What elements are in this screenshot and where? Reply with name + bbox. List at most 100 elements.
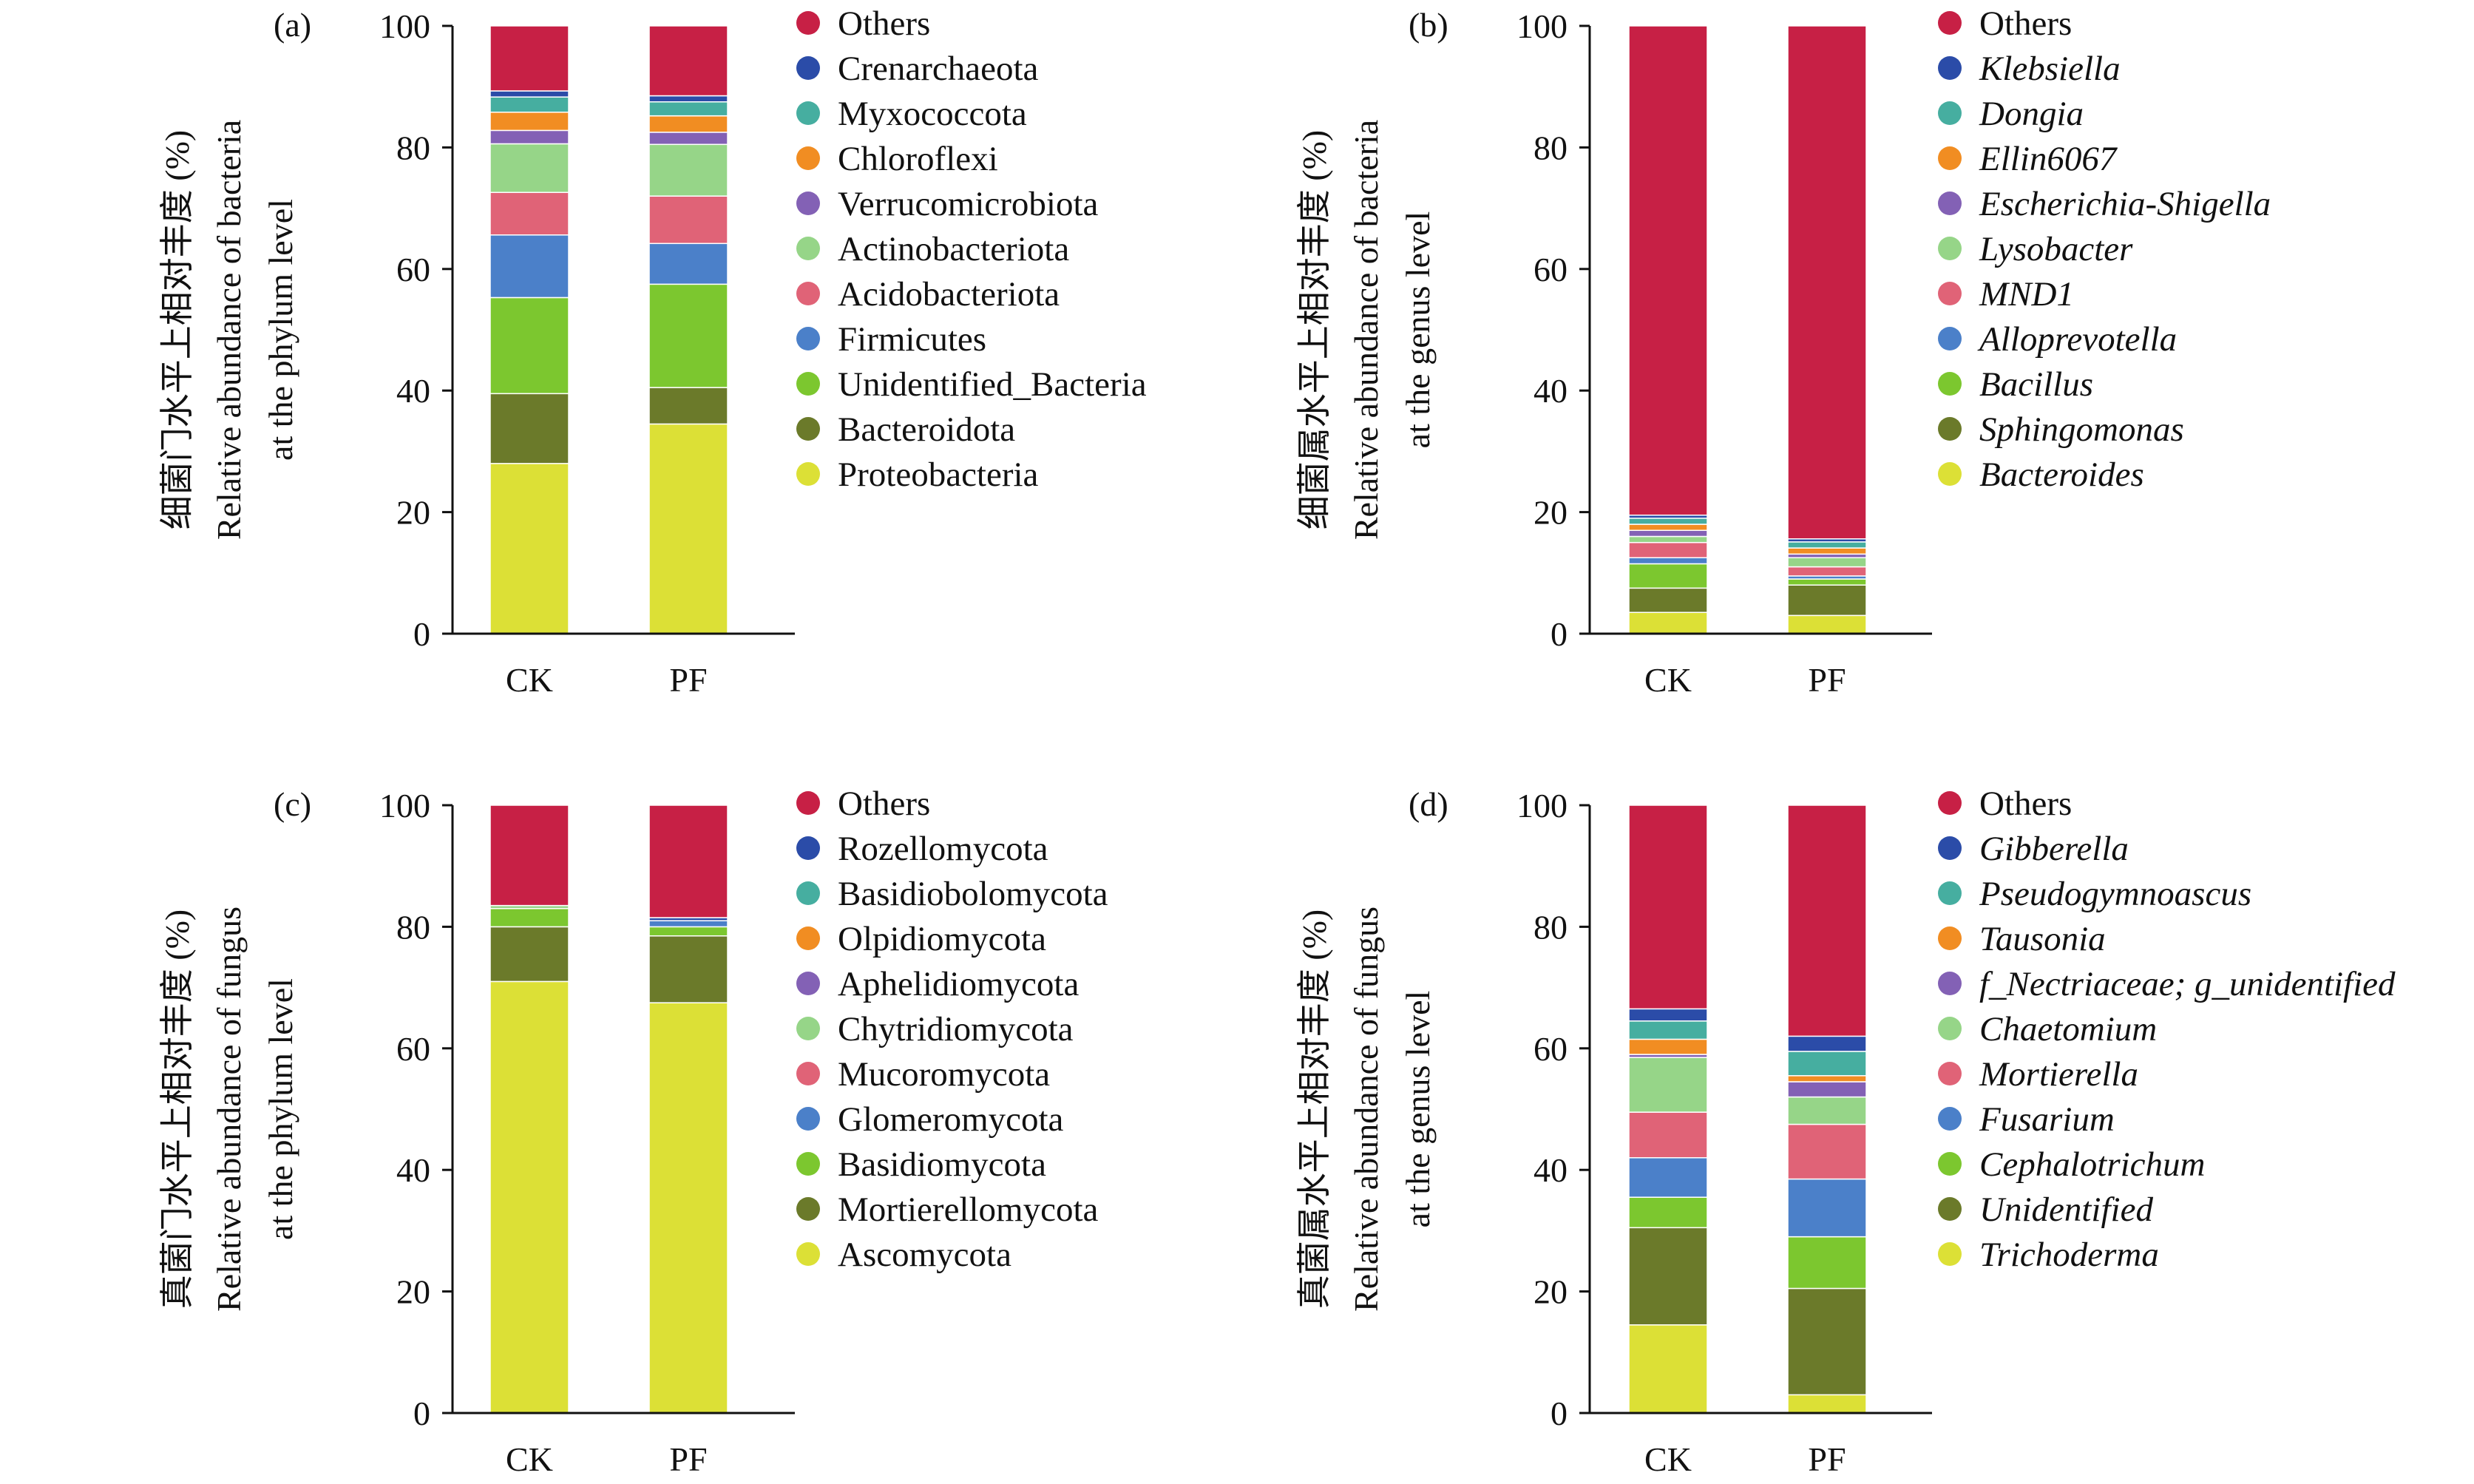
legend-entry: Bacteroidota xyxy=(838,410,1015,449)
bar-segment-pf-11 xyxy=(1787,804,1867,1037)
legend-marker xyxy=(1938,1107,1962,1131)
legend-entry: Alloprevotella xyxy=(1977,320,2177,359)
legend-marker xyxy=(1938,192,1962,215)
legend-entry: Pseudogymnoascus xyxy=(1979,875,2251,913)
y-tick-label: 80 xyxy=(1533,129,1568,166)
y-tick-label: 40 xyxy=(396,372,430,410)
legend-entry: Fusarium xyxy=(1979,1100,2115,1139)
bar-segment-ck-10 xyxy=(1628,1008,1708,1022)
bar-segment-ck-11 xyxy=(1628,804,1708,1010)
legend-marker xyxy=(1938,836,1962,860)
x-tick-label: CK xyxy=(506,661,553,699)
bar-segment-pf-7 xyxy=(1787,1081,1867,1098)
bar-segment-pf-8 xyxy=(648,115,728,133)
bar-segment-ck-4 xyxy=(1628,1157,1708,1198)
bar-segment-pf-11 xyxy=(648,25,728,97)
bar-segment-ck-2 xyxy=(489,393,569,464)
legend-entry: Aphelidiomycota xyxy=(838,965,1079,1003)
y-axis-label: at the phylum level xyxy=(262,978,299,1240)
legend-marker xyxy=(796,791,820,815)
bar-segment-pf-5 xyxy=(1787,566,1867,577)
legend-entry: Acidobacteriota xyxy=(838,275,1060,314)
legend-marker xyxy=(796,972,820,995)
bar-segment-ck-5 xyxy=(1628,1111,1708,1159)
legend-marker xyxy=(1938,926,1962,950)
legend-marker xyxy=(796,101,820,125)
bar-segment-ck-1 xyxy=(1628,611,1708,634)
y-tick-label: 20 xyxy=(1533,1273,1568,1311)
legend-entry: Cephalotrichum xyxy=(1979,1145,2205,1184)
bar-segment-ck-2 xyxy=(489,926,569,983)
legend-marker xyxy=(796,1152,820,1176)
y-axis-label: 细菌门水平上相对丰度 (%) xyxy=(158,130,196,529)
y-tick-label: 60 xyxy=(396,251,430,288)
bar-segment-pf-4 xyxy=(648,920,728,928)
legend-marker xyxy=(796,881,820,905)
legend-entry: Trichoderma xyxy=(1979,1236,2159,1274)
legend-marker xyxy=(1938,881,1962,905)
bar-segment-pf-1 xyxy=(1787,614,1867,634)
y-tick-label: 80 xyxy=(1533,908,1568,946)
legend-marker xyxy=(1938,972,1962,995)
legend-marker xyxy=(1938,11,1962,35)
y-axis-label: Relative abundance of bacteria xyxy=(210,120,248,540)
legend-entry: Others xyxy=(1979,785,2072,823)
legend-marker xyxy=(796,1197,820,1221)
bar-segment-ck-9 xyxy=(1628,1020,1708,1040)
legend-marker xyxy=(796,417,820,441)
legend-marker xyxy=(796,1017,820,1040)
legend-entry: Mucoromycota xyxy=(838,1055,1050,1094)
bar-segment-pf-11 xyxy=(1787,25,1867,540)
legend-marker xyxy=(1938,791,1962,815)
legend-marker xyxy=(796,282,820,305)
legend-marker xyxy=(1938,56,1962,80)
y-tick-label: 80 xyxy=(396,908,430,946)
bar-segment-pf-4 xyxy=(648,243,728,285)
legend-marker xyxy=(1938,1242,1962,1266)
y-tick-label: 20 xyxy=(396,1273,430,1311)
x-tick-label: CK xyxy=(506,1440,553,1478)
legend-entry: Myxococcota xyxy=(838,95,1027,133)
bar-segment-pf-6 xyxy=(1787,557,1867,568)
legend-marker xyxy=(1938,462,1962,486)
legend-marker xyxy=(1938,1197,1962,1221)
x-tick-label: PF xyxy=(1808,1440,1846,1478)
legend-marker xyxy=(1938,101,1962,125)
bar-segment-pf-2 xyxy=(648,387,728,425)
y-axis-label: Relative abundance of bacteria xyxy=(1347,120,1385,540)
bar-segment-ck-6 xyxy=(489,143,569,193)
y-tick-label: 40 xyxy=(1533,372,1568,410)
legend-entry: f_Nectriaceae; g_unidentified xyxy=(1979,965,2396,1003)
legend-marker xyxy=(796,1107,820,1131)
legend-entry: Rozellomycota xyxy=(838,830,1048,868)
legend-entry: Olpidiomycota xyxy=(838,920,1046,958)
x-tick-label: CK xyxy=(1644,661,1692,699)
bar-segment-ck-2 xyxy=(1628,1227,1708,1326)
bar-segment-pf-1 xyxy=(648,1002,728,1414)
y-tick-label: 20 xyxy=(1533,494,1568,532)
bar-segment-pf-3 xyxy=(648,926,728,937)
y-axis-label: Relative abundance of fungus xyxy=(1347,907,1385,1312)
x-tick-label: PF xyxy=(669,1440,707,1478)
y-tick-label: 40 xyxy=(1533,1151,1568,1189)
bar-segment-ck-5 xyxy=(489,192,569,236)
chart-panel-1: CK PF 0 20 40 60 80 100 (a) 细菌门水平上相对丰度 (%) Relativ… xyxy=(158,4,1147,699)
bar-segment-ck-3 xyxy=(489,297,569,395)
legend-entry: Escherichia-Shigella xyxy=(1979,185,2271,223)
y-tick-label: 0 xyxy=(1551,1395,1568,1432)
panel-label: (c) xyxy=(274,785,311,823)
legend-marker xyxy=(796,372,820,396)
legend-entry: Verrucomicrobiota xyxy=(838,185,1099,223)
y-tick-label: 80 xyxy=(396,129,430,166)
legend-entry: Dongia xyxy=(1979,95,2084,133)
bar-segment-pf-9 xyxy=(648,101,728,117)
legend-entry: Chloroflexi xyxy=(838,140,998,178)
legend-entry: Klebsiella xyxy=(1979,50,2121,88)
bar-segment-ck-4 xyxy=(1628,557,1708,565)
legend-entry: Sphingomonas xyxy=(1979,410,2184,449)
legend-marker xyxy=(796,926,820,950)
bar-segment-ck-9 xyxy=(1628,518,1708,525)
bar-segment-pf-3 xyxy=(648,283,728,388)
bar-segment-pf-10 xyxy=(1787,1035,1867,1052)
legend-marker xyxy=(1938,1017,1962,1040)
